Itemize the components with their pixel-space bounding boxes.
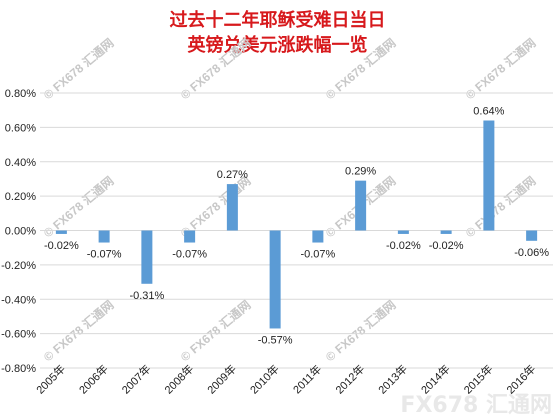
data-label: -0.07% <box>172 249 207 261</box>
bar <box>269 230 281 329</box>
bar <box>397 230 409 234</box>
data-label: -0.02% <box>429 240 464 252</box>
x-tick-label: 2006年 <box>76 362 111 397</box>
data-label: -0.06% <box>514 247 549 259</box>
x-tick-label: 2005年 <box>33 362 68 397</box>
x-tick-label: 2009年 <box>204 362 239 397</box>
bar <box>483 120 495 231</box>
y-tick-label: -0.80% <box>1 363 36 375</box>
data-label: -0.07% <box>87 249 122 261</box>
y-tick-label: 0.40% <box>5 157 36 169</box>
bar <box>226 184 238 231</box>
x-tick-label: 2013年 <box>375 362 410 397</box>
bar <box>355 180 367 231</box>
x-tick-label: 2008年 <box>161 362 196 397</box>
x-tick-label: 2015年 <box>461 362 496 397</box>
watermark-text: © FX678 汇通网 <box>177 297 253 364</box>
x-tick-label: 2011年 <box>290 362 324 396</box>
data-label: -0.07% <box>300 249 335 261</box>
x-tick-label: 2007年 <box>119 362 154 397</box>
watermark-text: © FX678 汇通网 <box>462 35 538 102</box>
bar <box>312 230 324 243</box>
bar <box>55 230 67 234</box>
watermark-text: © FX678 汇通网 <box>322 35 398 102</box>
y-tick-label: -0.20% <box>1 260 36 272</box>
data-label: -0.57% <box>258 334 293 346</box>
y-tick-label: 0.00% <box>5 226 36 238</box>
y-tick-label: -0.60% <box>1 329 36 341</box>
bar <box>98 230 110 243</box>
data-label: -0.31% <box>129 290 164 302</box>
watermark-text: © FX678 汇通网 <box>40 35 116 102</box>
x-tick-label: 2012年 <box>332 362 367 397</box>
y-tick-label: 0.60% <box>5 122 36 134</box>
y-tick-label: 0.20% <box>5 191 36 203</box>
bar <box>526 230 538 241</box>
data-label: 0.27% <box>217 169 248 181</box>
bar <box>184 230 196 243</box>
watermark-text: © FX678 汇通网 <box>40 297 116 364</box>
data-label: 0.64% <box>473 106 504 118</box>
bar <box>440 230 452 234</box>
bar <box>141 230 153 284</box>
chart-title-line-1: 过去十二年耶稣受难日当日 <box>169 10 386 31</box>
x-tick-label: 2014年 <box>418 362 453 397</box>
data-label: -0.02% <box>386 240 421 252</box>
data-label: -0.02% <box>44 240 79 252</box>
y-tick-label: -0.40% <box>1 294 36 306</box>
brand-logo: FX678 汇通网 <box>400 393 552 417</box>
chart-title-line-2: 英镑兑美元涨跌幅一览 <box>187 35 368 56</box>
watermark-text: © FX678 汇通网 <box>177 35 253 102</box>
y-tick-label: 0.80% <box>5 88 36 100</box>
watermark-text: © FX678 汇通网 <box>322 297 398 364</box>
x-tick-label: 2010年 <box>247 362 282 397</box>
data-label: 0.29% <box>345 166 376 178</box>
x-tick-label: 2016年 <box>503 362 538 397</box>
